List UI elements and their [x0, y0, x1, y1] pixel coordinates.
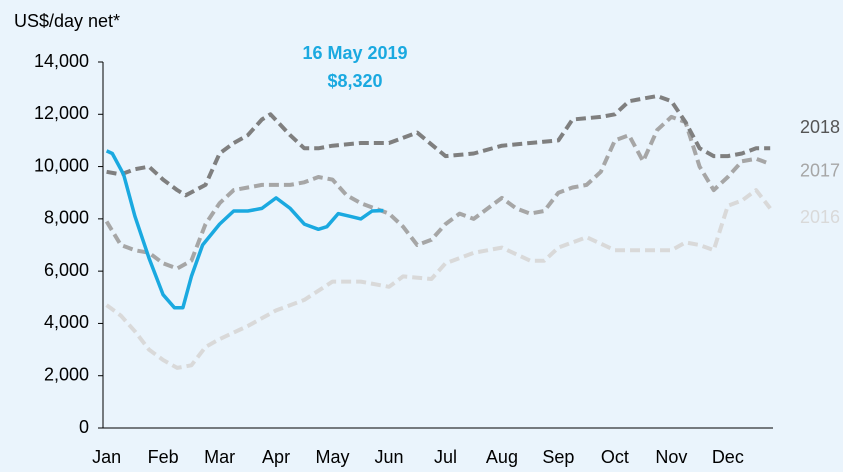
series-line — [106, 94, 771, 198]
x-tick-label: Apr — [262, 447, 290, 467]
y-tick-label: 4,000 — [44, 312, 89, 332]
x-tick-label: Mar — [204, 447, 235, 467]
x-tick-label: Jan — [92, 447, 121, 467]
y-tick-label: 14,000 — [34, 51, 89, 71]
x-tick-label: Dec — [712, 447, 744, 467]
x-tick-label: Jun — [374, 447, 403, 467]
y-tick-label: 8,000 — [44, 208, 89, 228]
series-line — [105, 188, 772, 370]
y-tick-label: 10,000 — [34, 155, 89, 175]
x-tick-label: Sep — [542, 447, 574, 467]
x-tick-label: May — [316, 447, 350, 467]
y-tick-label: 2,000 — [44, 364, 89, 384]
annotation: $8,320 — [327, 71, 382, 91]
series-line — [104, 114, 771, 271]
x-tick-label: Nov — [655, 447, 687, 467]
y-tick-label: 6,000 — [44, 260, 89, 280]
x-tick-label: Aug — [486, 447, 518, 467]
y-tick-label: 12,000 — [34, 103, 89, 123]
series-label: 2017 — [800, 161, 840, 181]
annotation: 16 May 2019 — [302, 43, 407, 63]
series-line — [105, 149, 384, 310]
x-tick-label: Jul — [434, 447, 457, 467]
y-tick-label: 0 — [79, 417, 89, 437]
series-label: 2018 — [800, 117, 840, 137]
y-axis-title: US$/day net* — [14, 11, 120, 31]
x-tick-label: Oct — [601, 447, 629, 467]
x-tick-label: Feb — [148, 447, 179, 467]
series-label: 2016 — [800, 207, 840, 227]
